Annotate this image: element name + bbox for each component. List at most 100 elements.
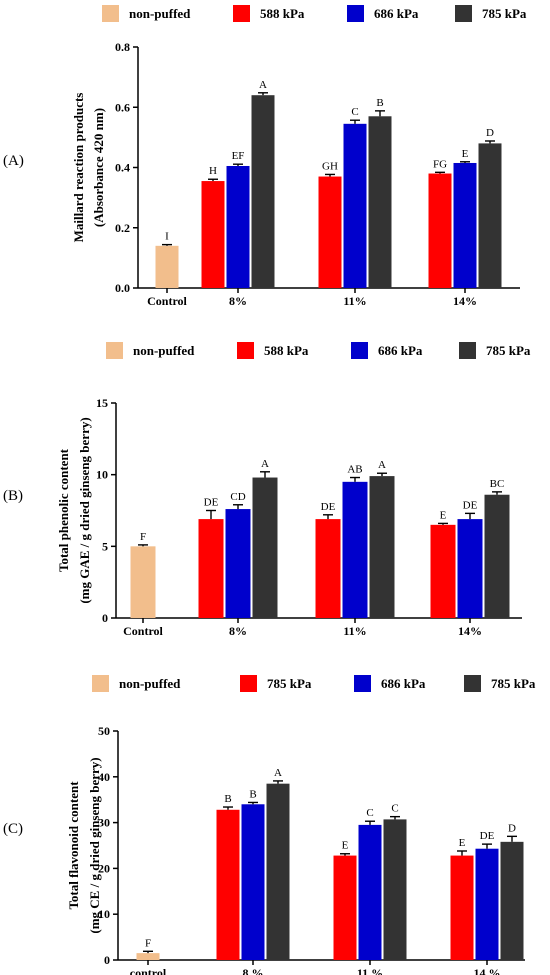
significance-letter: E	[342, 840, 349, 852]
legend-swatch	[92, 675, 109, 692]
significance-letter: C	[351, 106, 358, 118]
x-tick-label: control	[130, 966, 167, 975]
legend-swatch	[459, 342, 476, 359]
bar-14-s2	[457, 519, 483, 618]
legend-swatch	[240, 675, 257, 692]
bar-control-s0	[136, 953, 160, 960]
bar-8-s2	[225, 509, 251, 618]
significance-letter: DE	[321, 501, 336, 513]
bar-8-s3	[251, 95, 275, 288]
significance-letter: DE	[204, 497, 219, 509]
x-tick-label: 14 %	[474, 966, 501, 975]
significance-letter: DE	[480, 830, 495, 842]
y-tick-label: 10	[96, 468, 108, 482]
significance-letter: E	[462, 148, 469, 160]
significance-letter: DE	[463, 499, 478, 511]
significance-letter: E	[440, 509, 447, 521]
legend-label: 686 kPa	[381, 676, 426, 691]
y-tick-label: 0.0	[115, 281, 130, 295]
legend-swatch	[237, 342, 254, 359]
significance-letter: A	[378, 459, 386, 471]
x-tick-label: 11%	[343, 624, 366, 638]
panel-label: (C)	[3, 821, 23, 837]
significance-letter: I	[165, 231, 169, 243]
bar-Control-s0	[155, 245, 179, 288]
chart-panel-c: non-puffed 785 kPa 686 kPa 785 kPa (C) Total …	[3, 675, 536, 975]
significance-letter: C	[366, 807, 373, 819]
significance-letter: CD	[230, 491, 245, 503]
panel-label: (A)	[3, 153, 24, 169]
y-axis-label: Total flavonoid content	[66, 781, 81, 910]
bar-11-s1	[315, 519, 341, 618]
significance-letter: F	[145, 937, 151, 949]
legend-swatch	[455, 5, 472, 22]
bar-8-s1	[201, 181, 225, 288]
chart-panel-a: non-puffed 588 kPa 686 kPa 785 kPa (A) Mailla…	[3, 5, 527, 308]
significance-letter: E	[459, 837, 466, 849]
bar-11-s3	[383, 819, 407, 960]
x-tick-label: 11 %	[357, 966, 383, 975]
significance-letter: D	[508, 822, 516, 834]
bar-8-s2	[226, 165, 250, 288]
significance-letter: B	[224, 793, 231, 805]
x-tick-label: 8 %	[243, 966, 264, 975]
x-tick-label: 14%	[458, 624, 482, 638]
legend-swatch	[351, 342, 368, 359]
bar-11-s1	[318, 176, 342, 288]
significance-letter: AB	[347, 464, 362, 476]
significance-letter: FG	[433, 158, 447, 170]
legend-swatch	[347, 5, 364, 22]
y-tick-label: 30	[98, 816, 110, 830]
legend-label: 785 kPa	[267, 676, 312, 691]
bar-14-s3	[484, 494, 510, 618]
legend-label: 686 kPa	[374, 6, 419, 21]
x-tick-label: 8%	[229, 624, 247, 638]
bar-8-s3	[252, 477, 278, 618]
y-axis-label-units: (mg CE / g dried ginseng berry)	[87, 757, 102, 933]
legend-label: non-puffed	[133, 343, 195, 358]
chart-panel-b: non-puffed 588 kPa 686 kPa 785 kPa (B) Total …	[3, 342, 531, 638]
significance-letter: B	[376, 97, 383, 109]
significance-letter: BC	[490, 478, 505, 490]
legend-label: 588 kPa	[264, 343, 309, 358]
y-tick-label: 15	[96, 396, 108, 410]
bar-11-s3	[368, 116, 392, 288]
legend-label: 785 kPa	[491, 676, 536, 691]
bar-14-s3	[478, 143, 502, 288]
y-axis-label: Maillard reaction products	[71, 93, 86, 243]
legend-label: non-puffed	[129, 6, 191, 21]
bar-8-s3	[266, 783, 290, 960]
y-tick-label: 0	[102, 611, 108, 625]
bar-11-s3	[369, 476, 395, 618]
bar-14-s1	[450, 855, 474, 960]
significance-letter: H	[209, 165, 217, 177]
significance-letter: A	[261, 458, 269, 470]
significance-letter: B	[249, 788, 256, 800]
x-tick-label: 11%	[343, 294, 366, 308]
bar-11-s2	[343, 123, 367, 288]
bar-8-s2	[241, 804, 265, 960]
x-tick-label: Control	[123, 624, 163, 638]
x-tick-label: 14%	[453, 294, 477, 308]
bar-11-s2	[358, 824, 382, 960]
y-tick-label: 0.6	[115, 100, 130, 114]
y-axis-label-units: (mg GAE / g dried ginseng berry)	[77, 417, 92, 603]
legend-swatch	[233, 5, 250, 22]
bar-11-s1	[333, 855, 357, 960]
legend-label: 785 kPa	[486, 343, 531, 358]
bar-8-s1	[198, 519, 224, 618]
y-tick-label: 50	[98, 724, 110, 738]
y-tick-label: 40	[98, 770, 110, 784]
significance-letter: A	[274, 767, 282, 779]
legend-swatch	[464, 675, 481, 692]
significance-letter: EF	[232, 150, 245, 162]
significance-letter: F	[140, 531, 146, 543]
y-tick-label: 5	[102, 539, 108, 553]
legend-label: 588 kPa	[260, 6, 305, 21]
bar-14-s2	[453, 162, 477, 288]
bar-14-s3	[500, 841, 524, 960]
significance-letter: A	[259, 79, 267, 91]
bar-14-s2	[475, 848, 499, 960]
y-tick-label: 10	[98, 907, 110, 921]
